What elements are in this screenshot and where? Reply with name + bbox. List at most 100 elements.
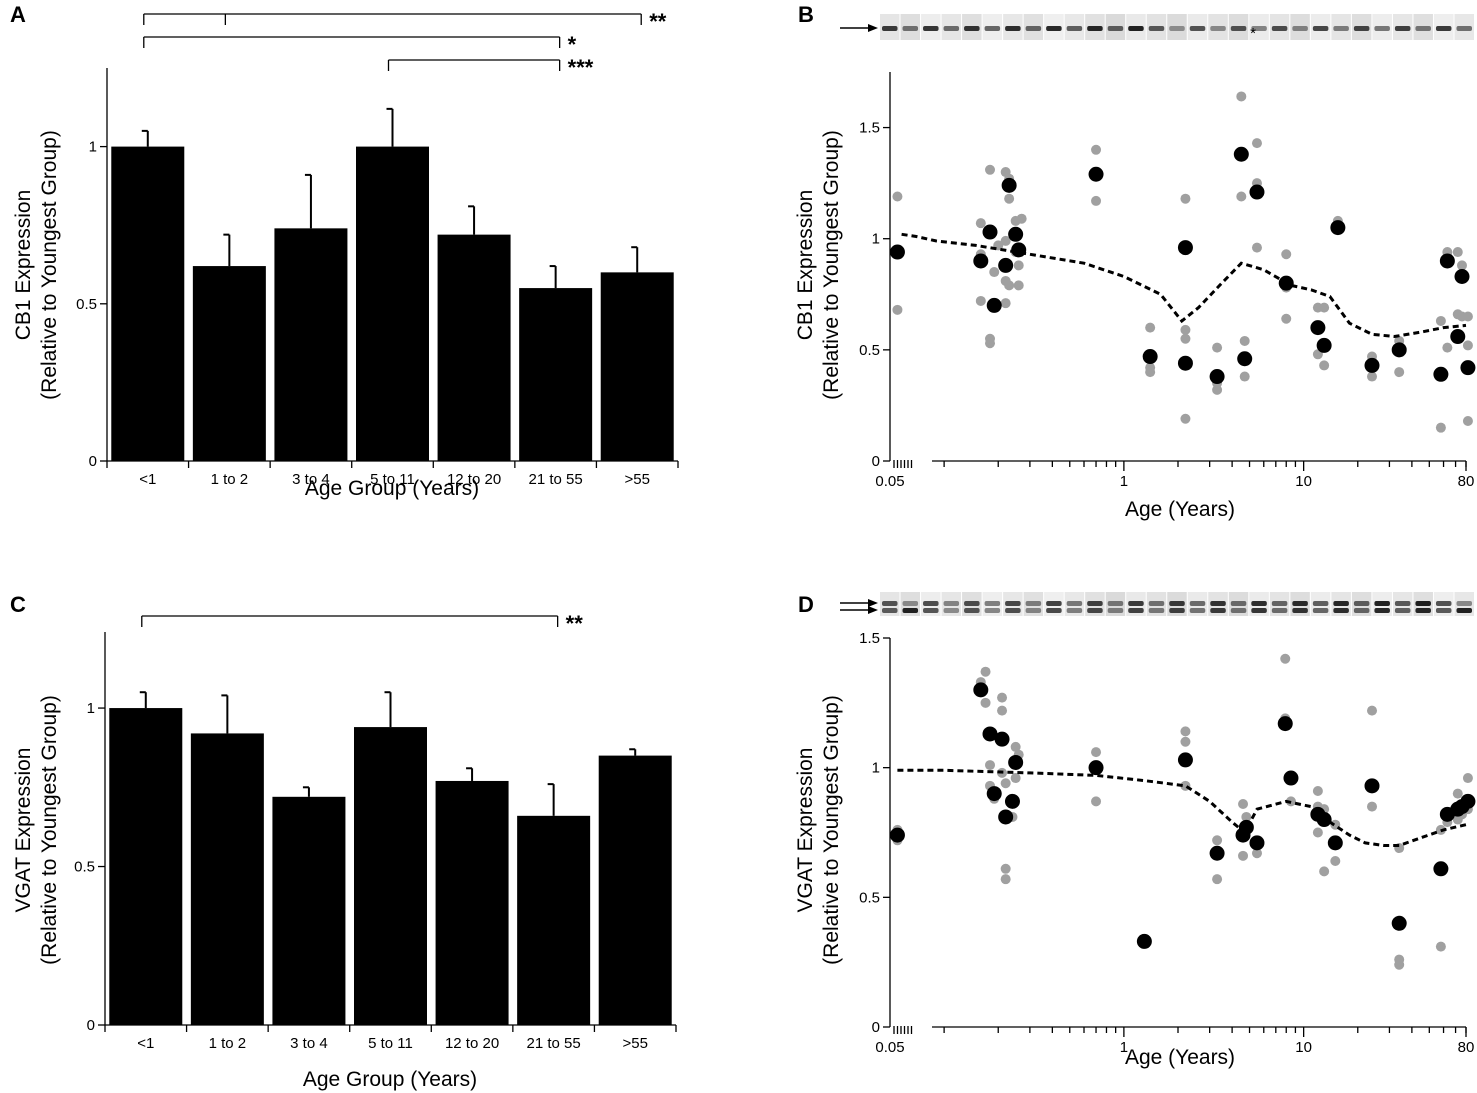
x-tick-label: 1 to 2: [209, 1035, 247, 1052]
blot-band: [1230, 601, 1247, 606]
bar: [519, 288, 593, 461]
mean-point: [1283, 770, 1299, 786]
replicate-point: [989, 267, 1000, 278]
bar: [354, 727, 427, 1025]
replicate-point: [1013, 280, 1024, 291]
mean-point: [1433, 861, 1449, 877]
panel-letter: A: [10, 2, 26, 27]
trend-line: [897, 768, 1467, 847]
replicate-point: [1456, 260, 1467, 271]
blot-band: [1107, 26, 1124, 31]
replicate-point: [980, 666, 991, 677]
replicate-point: [1462, 415, 1473, 426]
blot-band: [1005, 608, 1021, 613]
mean-point: [1237, 351, 1253, 367]
blot-band: [1435, 601, 1452, 606]
x-tick-label: 1: [1120, 1039, 1128, 1056]
blot-band: [1271, 608, 1288, 613]
band-arrow-head: [868, 24, 878, 32]
mean-point: [1142, 349, 1158, 365]
blot-band: [902, 26, 919, 31]
replicate-point: [1180, 324, 1191, 335]
blot-band: [964, 26, 980, 31]
blot-band: [1169, 608, 1185, 613]
blot-band: [1025, 608, 1042, 613]
blot-band: [943, 26, 960, 31]
replicate-point: [1010, 773, 1021, 784]
x-tick-label: 21 to 55: [529, 471, 583, 488]
blot-band: [1394, 26, 1411, 31]
blot-marker: *: [1250, 25, 1256, 42]
replicate-point: [1462, 311, 1473, 322]
blot-band: [1415, 608, 1431, 613]
x-tick-label: 10: [1295, 1039, 1312, 1056]
blot-band: [1353, 601, 1370, 606]
x-tick-label: >55: [622, 1035, 647, 1052]
replicate-point: [1452, 788, 1463, 799]
x-axis-label: Age Group (Years): [305, 477, 479, 500]
mean-point: [1450, 329, 1466, 345]
x-tick-label: <1: [137, 1035, 154, 1052]
blot-band: [1435, 608, 1452, 613]
replicate-point: [1319, 360, 1330, 371]
blot-band: [1046, 26, 1062, 31]
y-tick-label: 1: [87, 700, 95, 717]
mean-point: [1330, 220, 1346, 236]
mean-point: [1310, 320, 1326, 336]
blot-band: [1066, 608, 1083, 613]
x-tick-label: 12 to 20: [447, 471, 501, 488]
mean-point: [1316, 812, 1332, 828]
replicate-point: [1241, 811, 1252, 822]
blot-band: [1251, 26, 1267, 31]
western-blot-strip: [880, 592, 1474, 616]
y-axis-label: VGAT Expression (Relative to Youngest Gro…: [794, 695, 843, 965]
replicate-point: [1452, 247, 1463, 258]
replicate-point: [1319, 866, 1330, 877]
replicate-point: [1251, 138, 1262, 149]
x-tick-label: 5 to 11: [370, 471, 415, 488]
y-axis-label-line2: (Relative to Youngest Group): [38, 695, 61, 965]
replicate-point: [997, 692, 1008, 703]
blot-band: [882, 608, 898, 613]
blot-band: [1251, 601, 1267, 606]
blot-band: [964, 601, 980, 606]
replicate-point: [1212, 835, 1223, 846]
y-tick-label: 0.5: [74, 859, 95, 876]
blot-band: [1353, 26, 1370, 31]
x-tick-label: 1: [1120, 473, 1128, 490]
replicate-point: [1016, 213, 1027, 224]
blot-band: [1169, 601, 1185, 606]
bar: [600, 272, 674, 461]
mean-point: [1327, 835, 1343, 851]
panel-letter: C: [10, 592, 26, 617]
replicate-point: [892, 304, 903, 315]
blot-band: [1066, 26, 1083, 31]
replicate-point: [1435, 941, 1446, 952]
replicate-point: [1212, 384, 1223, 395]
mean-point: [1364, 778, 1380, 794]
replicate-point: [1091, 796, 1102, 807]
blot-band: [1312, 601, 1329, 606]
replicate-point: [1442, 342, 1453, 353]
y-axis-label-line1: CB1 Expression: [12, 190, 35, 341]
x-tick-label: 0.05: [875, 473, 904, 490]
replicate-point: [1462, 340, 1473, 351]
x-tick-label: 5 to 11: [368, 1035, 413, 1052]
significance-stars: **: [566, 611, 584, 636]
y-tick-label: 0.5: [859, 342, 880, 359]
blot-band: [1066, 601, 1083, 606]
mean-point: [986, 786, 1002, 802]
blot-band: [1189, 601, 1206, 606]
blot-band: [902, 608, 919, 613]
blot-band: [1271, 26, 1288, 31]
blot-band: [1128, 601, 1144, 606]
mean-point: [1177, 752, 1193, 768]
y-axis-label-line1: CB1 Expression: [794, 190, 817, 341]
blot-band: [882, 601, 898, 606]
blot-band: [1312, 608, 1329, 613]
replicate-point: [1000, 863, 1011, 874]
replicate-point: [1367, 705, 1378, 716]
blot-band: [1046, 601, 1062, 606]
mean-point: [1177, 240, 1193, 256]
